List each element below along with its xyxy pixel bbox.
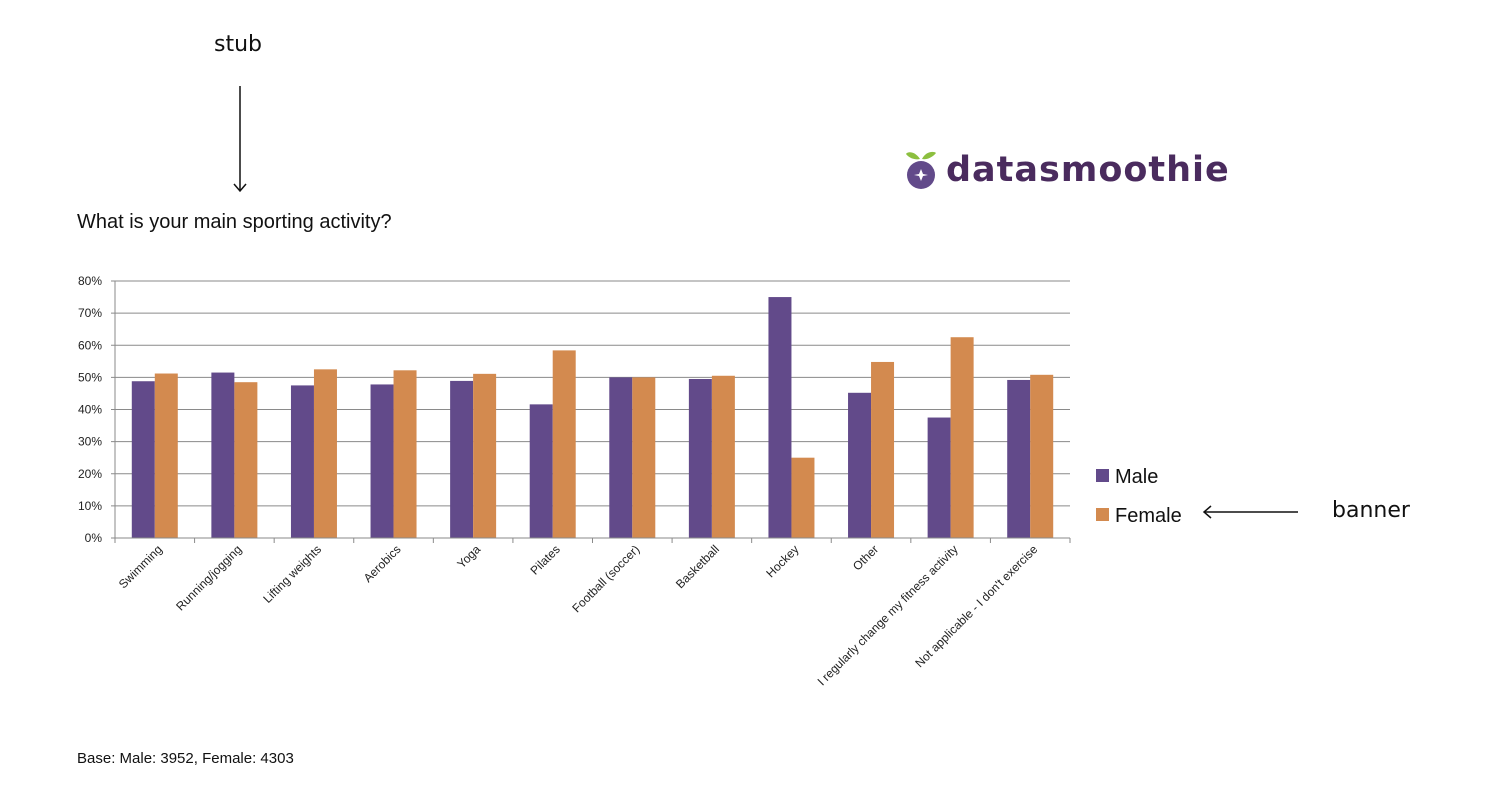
- bar-male: [768, 297, 792, 538]
- legend-label-female: Female: [1115, 505, 1182, 527]
- y-tick-label: 40%: [78, 403, 102, 417]
- bar-female: [393, 370, 417, 538]
- bar-male: [211, 372, 235, 538]
- bar-male: [529, 404, 553, 538]
- bar-female: [154, 373, 178, 538]
- x-tick-label: Aerobics: [361, 542, 404, 585]
- bar-male: [370, 384, 394, 538]
- chart-title: What is your main sporting activity?: [77, 211, 392, 233]
- bar-male: [290, 385, 314, 538]
- x-tick-label: Pilates: [527, 542, 562, 577]
- bar-male: [1007, 379, 1031, 538]
- x-tick-label: Basketball: [673, 542, 722, 591]
- y-tick-label: 0%: [85, 531, 103, 545]
- y-tick-label: 30%: [78, 435, 102, 449]
- bar-female: [473, 373, 497, 538]
- x-tick-label: Swimming: [116, 542, 165, 591]
- datasmoothie-logo: datasmoothie: [904, 148, 1230, 192]
- bar-female: [791, 457, 815, 538]
- stub-annotation: stub: [214, 32, 262, 57]
- legend-swatch-female: [1096, 508, 1109, 521]
- x-tick-label: Yoga: [454, 542, 483, 571]
- y-tick-label: 60%: [78, 338, 102, 352]
- x-tick-label: Running/jogging: [173, 542, 244, 613]
- bar-female: [313, 369, 337, 538]
- legend: Male Female: [1096, 466, 1182, 527]
- bar-female: [552, 350, 576, 538]
- x-tick-label: I regularly change my fitness activity: [815, 542, 961, 688]
- y-tick-label: 80%: [78, 274, 102, 288]
- y-tick-label: 70%: [78, 306, 102, 320]
- bar-male: [450, 380, 474, 538]
- y-tick-label: 10%: [78, 499, 102, 513]
- base-note: Base: Male: 3952, Female: 4303: [77, 750, 294, 767]
- bar-female: [1030, 374, 1054, 538]
- bar-male: [131, 381, 155, 538]
- bar-male: [927, 417, 951, 538]
- x-axis-labels: Swimming Running/jogging Lifting weights Ae…: [116, 542, 1041, 688]
- bars: [131, 297, 1054, 538]
- bar-female: [234, 382, 258, 538]
- bar-male: [609, 377, 633, 538]
- bar-female: [950, 337, 974, 538]
- banner-annotation: banner: [1332, 498, 1410, 523]
- bar-female: [871, 361, 895, 538]
- gridlines: [115, 280, 1070, 507]
- y-axis-ticks: 0% 10% 20% 30% 40% 50% 60% 70% 80%: [78, 274, 115, 545]
- bar-female: [711, 375, 735, 538]
- bar-female: [632, 377, 656, 538]
- x-tick-label: Lifting weights: [260, 542, 324, 606]
- legend-swatch-male: [1096, 469, 1109, 482]
- x-tick-label: Other: [850, 542, 881, 573]
- x-tick-label: Hockey: [763, 542, 801, 580]
- logo-text: datasmoothie: [946, 149, 1230, 190]
- x-tick-label: Football (soccer): [569, 542, 642, 615]
- axes: [114, 281, 1071, 543]
- berry-icon: [906, 151, 936, 189]
- bar-male: [688, 378, 712, 538]
- y-tick-label: 20%: [78, 467, 102, 481]
- y-tick-label: 50%: [78, 370, 102, 384]
- legend-label-male: Male: [1115, 466, 1158, 488]
- bar-male: [848, 392, 872, 538]
